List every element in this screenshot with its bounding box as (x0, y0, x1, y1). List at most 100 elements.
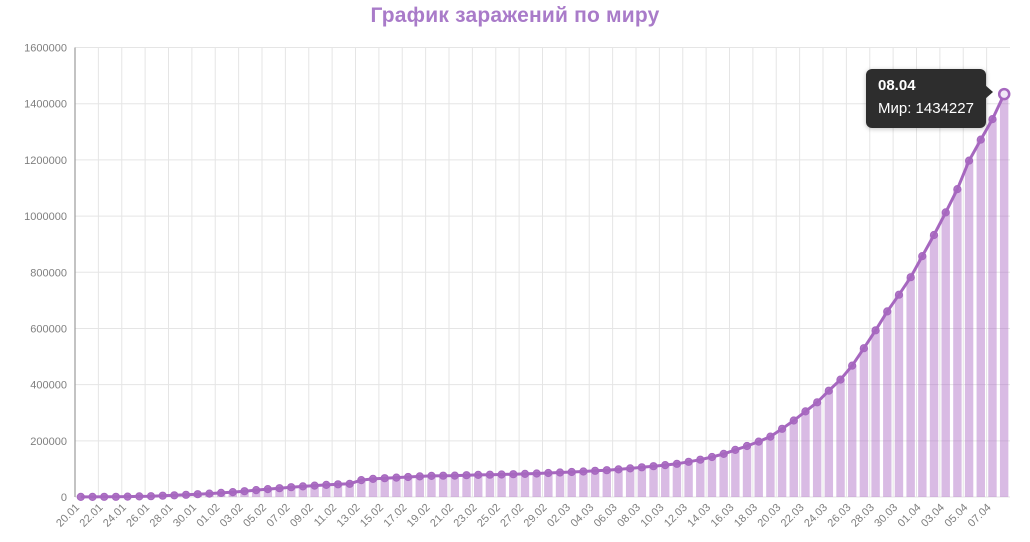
point (520, 469, 530, 478)
y-axis-labels: 0 200000 400000 600000 800000 1000000 1200000 1… (24, 43, 67, 505)
bar (999, 94, 1009, 498)
bar (754, 441, 763, 497)
svg-text:28.03: 28.03 (849, 502, 877, 530)
bar (707, 456, 717, 497)
point (579, 467, 588, 476)
bar (474, 474, 483, 497)
bar (462, 475, 471, 497)
svg-text:05.02: 05.02 (241, 502, 269, 530)
svg-text:1200000: 1200000 (24, 155, 67, 167)
point (567, 467, 576, 477)
bar (403, 476, 413, 497)
bar (964, 160, 974, 497)
bar (509, 474, 518, 497)
point (684, 457, 693, 466)
point (357, 476, 366, 485)
bar (392, 477, 401, 497)
svg-text:30.01: 30.01 (171, 502, 199, 530)
point (404, 472, 413, 482)
bar (555, 472, 565, 497)
svg-text:800000: 800000 (30, 267, 67, 279)
bar (918, 256, 927, 497)
point (988, 115, 997, 124)
bar (696, 459, 705, 497)
bar (894, 294, 904, 497)
point (742, 441, 752, 451)
point (602, 466, 611, 475)
point (836, 375, 845, 384)
svg-text:18.03: 18.03 (732, 502, 760, 530)
point (368, 474, 378, 483)
bar (742, 446, 752, 497)
point (626, 464, 635, 473)
chart-title: График заражений по миру (370, 4, 660, 27)
bar (614, 469, 623, 497)
svg-text:600000: 600000 (30, 323, 67, 335)
bar (497, 474, 506, 497)
point (298, 482, 307, 491)
svg-text:24.01: 24.01 (101, 502, 129, 530)
svg-text:09.02: 09.02 (288, 502, 316, 530)
bar (649, 466, 658, 497)
point (146, 492, 156, 501)
svg-text:04.03: 04.03 (568, 502, 596, 530)
point (170, 491, 179, 500)
svg-text:23.02: 23.02 (452, 502, 480, 530)
svg-text:0: 0 (61, 492, 67, 504)
point (76, 492, 85, 501)
bar (333, 484, 343, 497)
point (392, 473, 401, 482)
svg-text:1000000: 1000000 (24, 211, 67, 223)
point (555, 468, 565, 477)
bar (789, 420, 798, 497)
svg-text:13.02: 13.02 (335, 502, 363, 530)
bar (322, 484, 331, 497)
svg-text:200000: 200000 (30, 436, 67, 448)
active-point[interactable] (997, 87, 1011, 101)
svg-text:26.03: 26.03 (826, 502, 854, 530)
point (497, 470, 506, 479)
point (450, 471, 459, 480)
point (766, 432, 775, 441)
svg-text:14.03: 14.03 (685, 502, 713, 530)
bar (520, 473, 530, 497)
bar (567, 472, 576, 497)
svg-text:12.03: 12.03 (662, 502, 690, 530)
svg-text:20.03: 20.03 (755, 502, 783, 530)
point (532, 469, 541, 478)
point (941, 208, 950, 217)
svg-text:20.01: 20.01 (54, 502, 82, 530)
point (883, 307, 892, 316)
bar (777, 428, 787, 497)
point (953, 185, 962, 194)
point (427, 471, 436, 480)
bar (602, 470, 611, 497)
point (252, 486, 261, 495)
svg-text:26.01: 26.01 (124, 502, 152, 530)
svg-text:01.02: 01.02 (194, 502, 222, 530)
point (965, 156, 974, 165)
x-axis-labels: 20.0122.0124.0126.0128.0130.0101.0203.02… (54, 502, 994, 530)
point (824, 386, 833, 395)
bar (298, 486, 308, 497)
bar (953, 189, 962, 497)
bar (625, 468, 635, 497)
point (205, 489, 214, 498)
point (731, 445, 740, 454)
bar (357, 480, 366, 497)
point (228, 488, 237, 497)
svg-text:03.04: 03.04 (919, 502, 947, 530)
point (217, 488, 226, 497)
bar (976, 139, 985, 498)
point (894, 290, 904, 299)
tooltip-date: 08.04 (878, 77, 916, 94)
bar (661, 465, 670, 497)
point (649, 462, 658, 471)
bar (287, 487, 296, 497)
point (263, 485, 272, 494)
point (591, 466, 600, 475)
svg-text:24.03: 24.03 (802, 502, 830, 530)
point (509, 470, 518, 479)
svg-text:30.03: 30.03 (872, 502, 900, 530)
